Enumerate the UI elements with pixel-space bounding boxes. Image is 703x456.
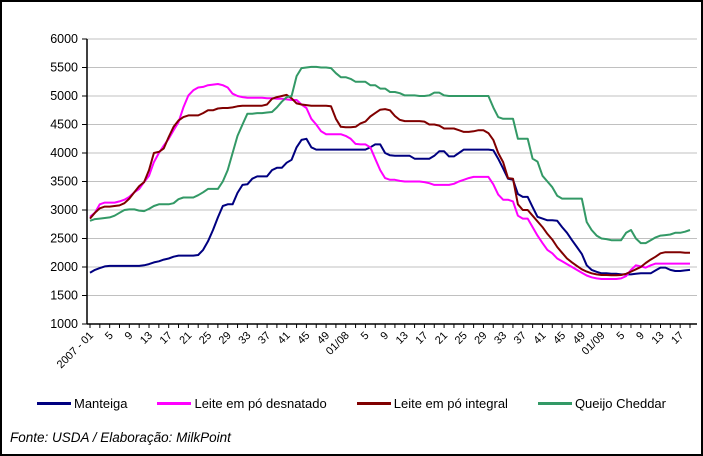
y-tick-label: 2000: [50, 260, 78, 274]
x-tick-label: 01/09: [580, 330, 608, 358]
x-tick-label: 29: [217, 330, 234, 347]
legend-label-leite-em-po-desnatado: Leite em pó desnatado: [194, 395, 327, 411]
x-tick-label: 5: [359, 330, 372, 343]
series-line-leite-em-po-integral: [89, 93, 690, 277]
y-tick-label: 4000: [50, 146, 78, 160]
legend-item-queijo-cheddar: Queijo Cheddar: [537, 395, 666, 411]
y-tick-label: 2500: [50, 232, 78, 246]
y-tick-label: 1500: [50, 289, 78, 303]
legend-swatch-leite-em-po-integral: [356, 401, 391, 405]
x-tick-label: 13: [394, 330, 411, 347]
legend-item-manteiga: Manteiga: [36, 395, 128, 411]
x-tick-label: 45: [551, 330, 568, 347]
x-tick-label: 41: [276, 330, 293, 347]
x-tick-label: 21: [433, 330, 450, 347]
x-tick-label: 41: [531, 330, 548, 347]
x-tick-label: 45: [295, 330, 312, 347]
x-tick-label: 13: [138, 330, 155, 347]
x-tick-label: 01/08: [324, 330, 352, 358]
x-tick-label: 37: [256, 330, 273, 347]
x-tick-label: 25: [453, 330, 470, 347]
legend-label-queijo-cheddar: Queijo Cheddar: [574, 395, 666, 411]
x-tick-label: 5: [614, 330, 627, 343]
legend-item-leite-em-po-integral: Leite em pó integral: [356, 395, 508, 411]
y-tick-label: 5000: [50, 89, 78, 103]
y-tick-label: 3500: [50, 175, 78, 189]
x-tick-label: 17: [158, 330, 175, 347]
legend-label-leite-em-po-integral: Leite em pó integral: [393, 395, 508, 411]
x-tick-label: 25: [197, 330, 214, 347]
x-tick-label: 9: [378, 330, 391, 343]
x-tick-label: 5: [103, 330, 116, 343]
y-tick-label: 5500: [50, 61, 78, 75]
x-tick-label: 33: [492, 330, 509, 347]
y-tick-label: 1000: [50, 317, 78, 331]
series-line-manteiga: [89, 137, 691, 276]
x-tick-label: 17: [669, 330, 686, 347]
x-tick-label: 29: [472, 330, 489, 347]
legend-swatch-manteiga: [36, 401, 71, 405]
x-tick-label: 17: [413, 330, 430, 347]
series-line-leite-em-po-desnatado: [89, 83, 690, 280]
y-tick-label: 3000: [50, 203, 78, 217]
x-tick-label: 9: [634, 330, 647, 343]
series-line-queijo-cheddar: [89, 65, 691, 245]
y-tick-label: 6000: [50, 32, 78, 46]
x-tick-label: 33: [236, 330, 253, 347]
source-note: Fonte: USDA / Elaboração: MilkPoint: [10, 430, 231, 445]
y-tick-label: 4500: [50, 118, 78, 132]
legend-item-leite-em-po-desnatado: Leite em pó desnatado: [157, 395, 327, 411]
x-tick-label: 9: [123, 330, 136, 343]
legend-swatch-leite-em-po-desnatado: [157, 401, 192, 405]
legend-label-manteiga: Manteiga: [73, 395, 128, 411]
x-tick-label: 2007 - 01: [55, 330, 96, 371]
x-tick-label: 13: [649, 330, 666, 347]
legend: Manteiga Leite em pó desnatado Leite em …: [2, 392, 701, 414]
legend-swatch-queijo-cheddar: [537, 401, 572, 405]
x-tick-label: 37: [512, 330, 529, 347]
x-tick-label: 21: [177, 330, 194, 347]
